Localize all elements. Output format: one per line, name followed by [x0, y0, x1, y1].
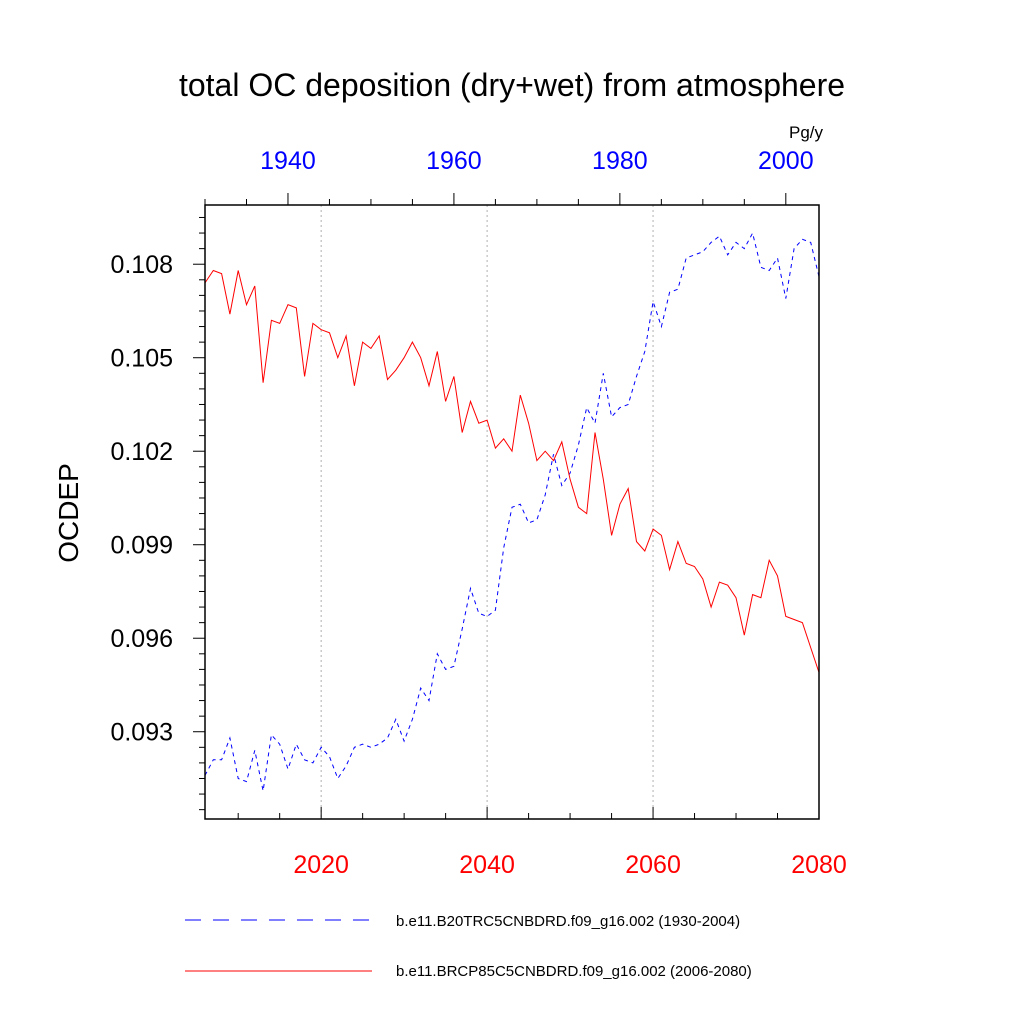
y-tick-label: 0.102 — [110, 438, 173, 466]
y-axis-label: OCDEP — [53, 463, 84, 563]
units-label: Pg/y — [789, 123, 824, 142]
gridlines — [320, 205, 654, 819]
y-tick-label: 0.099 — [110, 532, 173, 560]
series-line-rcp85 — [204, 269, 820, 673]
x-top-tick-label: 1940 — [260, 147, 316, 175]
series-line-historical — [204, 231, 820, 792]
x-bottom-tick-label: 2080 — [791, 851, 847, 879]
legend-label-historical: b.e11.B20TRC5CNBDRD.f09_g16.002 (1930-20… — [396, 913, 740, 930]
y-tick-label: 0.105 — [110, 345, 173, 373]
x-top-tick-label: 1960 — [426, 147, 482, 175]
y-tick-label: 0.108 — [110, 251, 173, 279]
x-bottom-tick-label: 2020 — [293, 851, 349, 879]
chart-title: total OC deposition (dry+wet) from atmos… — [179, 67, 845, 103]
legend: b.e11.B20TRC5CNBDRD.f09_g16.002 (1930-20… — [185, 913, 752, 980]
x-bottom-tick-label: 2040 — [459, 851, 515, 879]
y-tick-label: 0.093 — [110, 719, 173, 747]
series-layer — [204, 231, 820, 792]
legend-label-rcp85: b.e11.BRCP85C5CNBDRD.f09_g16.002 (2006-2… — [396, 963, 752, 980]
axes: 2020 2040 2060 2080 1940 1960 1980 2000 0.093 0.0… — [110, 147, 846, 879]
x-top-tick-label: 2000 — [758, 147, 814, 175]
x-top-tick-label: 1980 — [592, 147, 648, 175]
x-bottom-tick-label: 2060 — [625, 851, 681, 879]
y-tick-label: 0.096 — [110, 625, 173, 653]
plot-frame — [204, 204, 820, 820]
